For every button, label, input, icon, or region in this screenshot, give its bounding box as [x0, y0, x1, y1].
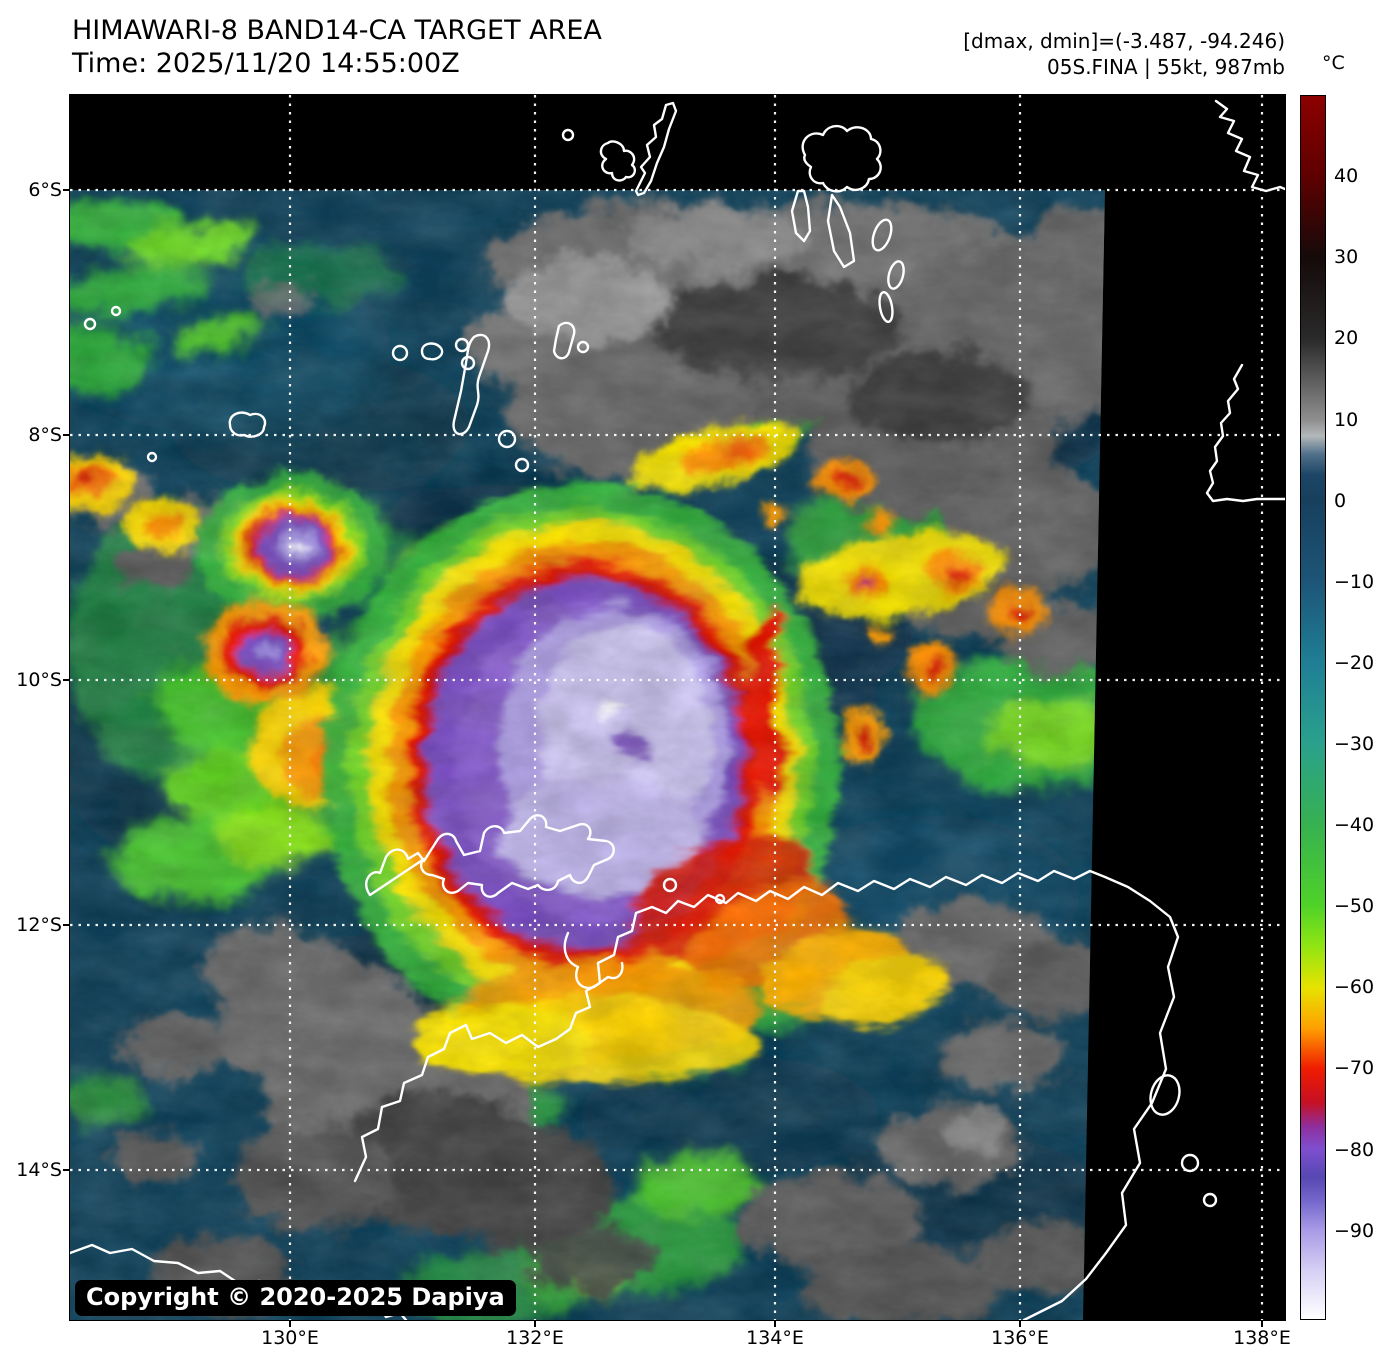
coastlines: [70, 99, 1285, 1320]
lat-tick-mark: [63, 189, 70, 191]
map-canvas: Copyright © 2020-2025 Dapiya: [69, 94, 1286, 1321]
colorbar-tick-label: 30: [1334, 246, 1359, 268]
lat-tick-mark: [63, 924, 70, 926]
lat-tick-label: 8°S: [28, 424, 62, 446]
lat-tick-mark: [63, 1169, 70, 1171]
grain-dark: [70, 190, 1105, 1320]
colorbar-tick-label: −20: [1334, 652, 1375, 674]
colorbar-tick-label: −30: [1334, 733, 1375, 755]
lat-tick-label: 14°S: [16, 1159, 62, 1181]
colorbar-tick-label: −70: [1334, 1057, 1375, 1079]
satellite-image: [70, 95, 1285, 1320]
lon-tick-label: 134°E: [746, 1327, 804, 1349]
lat-tick-label: 10°S: [16, 669, 62, 691]
lon-tick-label: 138°E: [1233, 1327, 1291, 1349]
lon-tick-label: 136°E: [991, 1327, 1049, 1349]
lon-tick-mark: [1261, 1320, 1263, 1327]
colorbar-tick-label: 10: [1334, 409, 1359, 431]
colorbar-unit-label: °C: [1322, 52, 1345, 74]
lat-tick-label: 12°S: [16, 914, 62, 936]
lat-tick-label: 6°S: [28, 179, 62, 201]
lon-tick-mark: [1019, 1320, 1021, 1327]
graticule: [70, 95, 1285, 1320]
colorbar-tick-label: −40: [1334, 814, 1375, 836]
colorbar-tick-label: −80: [1334, 1139, 1375, 1161]
data-swath: [70, 190, 1105, 1320]
colorbar-tick-label: −50: [1334, 895, 1375, 917]
colorbar-tick-label: −90: [1334, 1220, 1375, 1242]
figure-timestamp: Time: 2025/11/20 14:55:00Z: [72, 48, 460, 79]
lat-tick-mark: [63, 434, 70, 436]
annotation-storm-id: 05S.FINA | 55kt, 987mb: [1047, 55, 1285, 79]
colorbar-tick-label: −60: [1334, 976, 1375, 998]
colorbar-tick-label: 20: [1334, 327, 1359, 349]
lon-tick-mark: [774, 1320, 776, 1327]
figure-title: HIMAWARI-8 BAND14-CA TARGET AREA: [72, 15, 602, 46]
copyright-badge: Copyright © 2020-2025 Dapiya: [75, 1280, 516, 1316]
colorbar-tick-label: 0: [1334, 490, 1347, 512]
lon-tick-mark: [534, 1320, 536, 1327]
lon-tick-label: 132°E: [506, 1327, 564, 1349]
annotation-dmax-dmin: [dmax, dmin]=(-3.487, -94.246): [963, 29, 1285, 53]
colorbar: [1300, 95, 1326, 1320]
lon-tick-mark: [289, 1320, 291, 1327]
colorbar-tick-label: 40: [1334, 165, 1359, 187]
colorbar-tick-label: −10: [1334, 571, 1375, 593]
lon-tick-label: 130°E: [261, 1327, 319, 1349]
title-block: HIMAWARI-8 BAND14-CA TARGET AREA Time: 2…: [72, 14, 602, 80]
lat-tick-mark: [63, 679, 70, 681]
annotation-block: [dmax, dmin]=(-3.487, -94.246) 05S.FINA …: [963, 28, 1285, 80]
